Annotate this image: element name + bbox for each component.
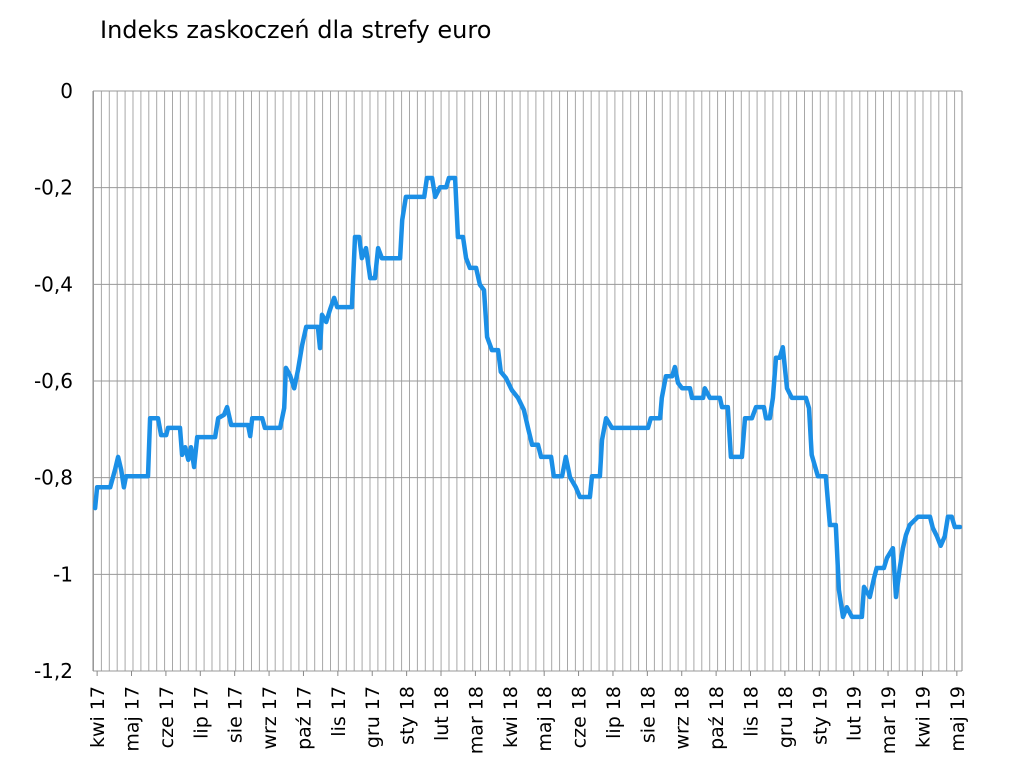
x-tick-label: wrz 18 bbox=[672, 686, 694, 750]
x-tick-label: cze 18 bbox=[569, 686, 591, 748]
x-tick-label: lis 18 bbox=[741, 686, 763, 737]
y-tick-label: -0,6 bbox=[34, 369, 73, 393]
x-tick-label: wrz 17 bbox=[259, 686, 281, 750]
x-tick-label: kwi 17 bbox=[87, 686, 109, 748]
x-tick-label: paź 17 bbox=[293, 686, 315, 750]
y-tick-label: -0,2 bbox=[34, 176, 73, 200]
x-tick-label: kwi 19 bbox=[912, 686, 934, 748]
x-tick-label: lis 17 bbox=[328, 686, 350, 737]
x-tick-label: gru 18 bbox=[775, 686, 797, 748]
x-tick-label: mar 18 bbox=[465, 686, 487, 754]
x-tick-label: paź 18 bbox=[706, 686, 728, 750]
y-tick-label: -1,2 bbox=[34, 659, 73, 683]
x-tick-label: sty 19 bbox=[809, 686, 831, 745]
x-tick-label: sie 18 bbox=[637, 686, 659, 743]
y-tick-label: -1 bbox=[53, 562, 73, 586]
y-tick-label: -0,8 bbox=[34, 466, 73, 490]
x-tick-label: mar 19 bbox=[878, 686, 900, 754]
x-tick-label: sty 18 bbox=[397, 686, 419, 745]
x-tick-label: cze 17 bbox=[156, 686, 178, 748]
x-tick-label: maj 18 bbox=[534, 686, 556, 752]
x-tick-label: kwi 18 bbox=[500, 686, 522, 748]
x-tick-label: maj 19 bbox=[947, 686, 969, 752]
x-tick-label: lut 19 bbox=[844, 686, 866, 741]
data-line bbox=[92, 175, 963, 620]
x-tick-label: lut 18 bbox=[431, 686, 453, 741]
x-tick-label: gru 17 bbox=[362, 686, 384, 748]
x-tick-label: maj 17 bbox=[122, 686, 144, 752]
y-tick-label: -0,4 bbox=[34, 272, 73, 296]
x-tick-label: lip 18 bbox=[603, 686, 625, 739]
x-tick-label: lip 17 bbox=[190, 686, 212, 739]
plot-layer: 0 -0,2 -0,4 -0,6 -0,8 -1 -1,2 kwi 17 maj 17 cze 1… bbox=[34, 79, 969, 754]
y-tick-label: 0 bbox=[60, 79, 73, 103]
x-tick-label: sie 17 bbox=[225, 686, 247, 743]
chart-title: Indeks zaskoczeń dla strefy euro bbox=[100, 16, 491, 44]
